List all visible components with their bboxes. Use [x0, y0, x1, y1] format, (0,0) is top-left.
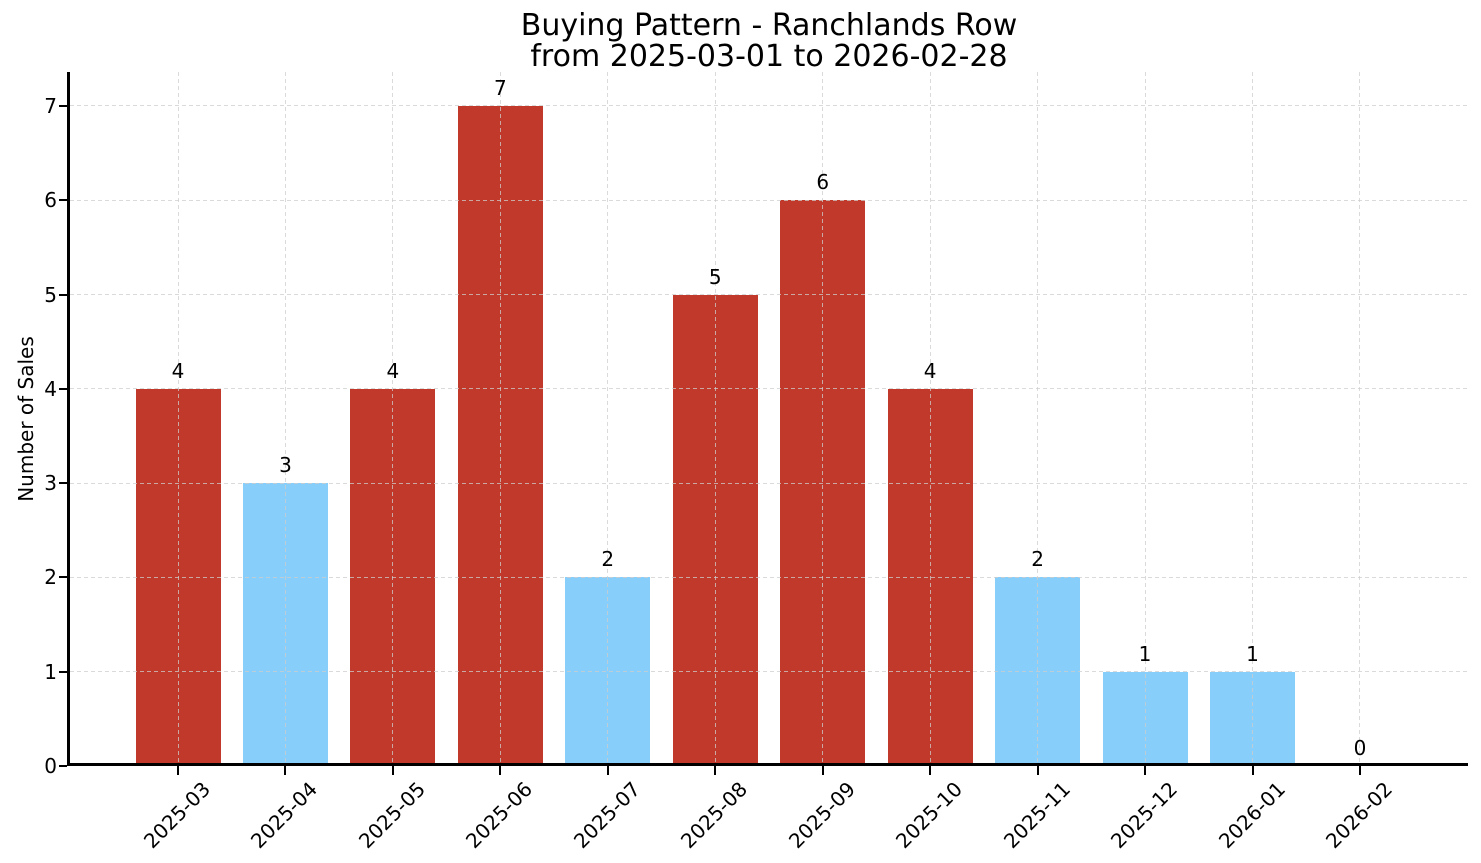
value-label-2025-04: 3	[279, 453, 292, 478]
gridline-v-2025-03	[177, 72, 179, 763]
gridline-v-2026-01	[1252, 72, 1253, 763]
x-tick-label-2025-06: 2025-06	[461, 776, 538, 854]
gridline-v-2025-06	[499, 72, 501, 763]
value-label-2025-09: 6	[816, 170, 830, 195]
x-tick-mark-2025-06	[499, 766, 502, 775]
y-tick-mark-3	[59, 482, 67, 485]
x-tick-label-2025-08: 2025-08	[676, 776, 753, 854]
y-tick-mark-1	[59, 670, 67, 673]
value-label-2025-08: 5	[708, 264, 722, 289]
x-tick-label-2025-04: 2025-04	[246, 776, 323, 854]
y-tick-mark-2	[59, 576, 67, 579]
x-tick-label-2025-12: 2025-12	[1106, 776, 1183, 854]
y-tick-mark-5	[59, 293, 67, 296]
x-tick-label-2025-11: 2025-11	[998, 776, 1075, 854]
x-tick-mark-2025-10	[929, 766, 932, 775]
y-tick-mark-4	[59, 387, 67, 390]
x-axis-spine	[67, 763, 1468, 766]
chart-title: Buying Pattern - Ranchlands Row from 202…	[70, 10, 1468, 72]
value-label-2026-01: 1	[1246, 641, 1259, 666]
y-tick-mark-0	[59, 765, 67, 767]
y-tick-mark-6	[59, 199, 67, 202]
gridline-v-2025-07	[607, 72, 609, 763]
x-tick-mark-2025-12	[1144, 766, 1147, 775]
x-tick-mark-2026-01	[1251, 766, 1254, 775]
gridline-v-2025-08	[714, 72, 716, 763]
value-label-2025-06: 7	[493, 75, 507, 100]
chart-title-line-1: Buying Pattern - Ranchlands Row	[520, 8, 1018, 43]
gridline-h-4	[70, 388, 1468, 390]
gridline-h-5	[70, 294, 1468, 295]
x-tick-label-2025-05: 2025-05	[353, 776, 430, 854]
value-label-2026-02: 0	[1353, 736, 1367, 760]
value-label-2025-07: 2	[601, 547, 615, 572]
y-tick-label-5: 5	[44, 282, 57, 307]
gridline-h-3	[70, 482, 1468, 484]
x-tick-label-2025-10: 2025-10	[891, 776, 968, 854]
y-tick-label-0: 0	[44, 754, 57, 778]
value-label-2025-05: 4	[386, 358, 400, 383]
gridline-h-2	[70, 576, 1468, 578]
x-tick-mark-2025-04	[284, 766, 287, 775]
gridline-v-2026-02	[1359, 72, 1361, 763]
gridline-h-1	[70, 671, 1468, 673]
gridline-v-2025-09	[822, 72, 824, 763]
x-tick-label-2025-07: 2025-07	[568, 776, 645, 854]
gridline-v-2025-12	[1144, 72, 1146, 763]
value-label-2025-12: 1	[1138, 641, 1152, 666]
y-tick-label-6: 6	[44, 188, 57, 213]
gridline-v-2025-04	[284, 72, 286, 763]
chart-title-line-2: from 2025-03-01 to 2026-02-28	[530, 39, 1008, 74]
gridline-v-2025-05	[392, 72, 394, 763]
x-tick-label-2026-01: 2026-01	[1213, 776, 1290, 854]
y-tick-label-4: 4	[44, 376, 57, 401]
gridline-h-7	[70, 105, 1468, 107]
x-tick-mark-2026-02	[1358, 766, 1361, 775]
y-tick-label-3: 3	[44, 471, 57, 496]
x-tick-mark-2025-11	[1036, 766, 1039, 775]
value-label-2025-10: 4	[923, 358, 937, 383]
y-axis-spine	[67, 72, 70, 766]
y-tick-mark-7	[59, 104, 67, 107]
x-tick-mark-2025-07	[606, 766, 609, 775]
value-label-2025-11: 2	[1031, 547, 1044, 572]
y-tick-label-7: 7	[44, 93, 57, 118]
gridline-v-2025-10	[929, 72, 931, 763]
x-tick-mark-2025-09	[821, 766, 824, 775]
x-tick-mark-2025-08	[714, 766, 717, 775]
x-tick-mark-2025-05	[391, 766, 394, 775]
x-tick-mark-2025-03	[177, 766, 179, 775]
x-tick-label-2025-09: 2025-09	[783, 776, 860, 854]
x-tick-label-2026-02: 2026-02	[1320, 776, 1397, 854]
y-tick-label-1: 1	[44, 659, 57, 684]
y-tick-label-2: 2	[44, 565, 57, 590]
gridline-v-2025-11	[1037, 72, 1039, 763]
value-label-2025-03: 4	[171, 358, 185, 383]
gridline-h-6	[70, 199, 1468, 201]
x-tick-label-2025-03: 2025-03	[138, 776, 216, 854]
